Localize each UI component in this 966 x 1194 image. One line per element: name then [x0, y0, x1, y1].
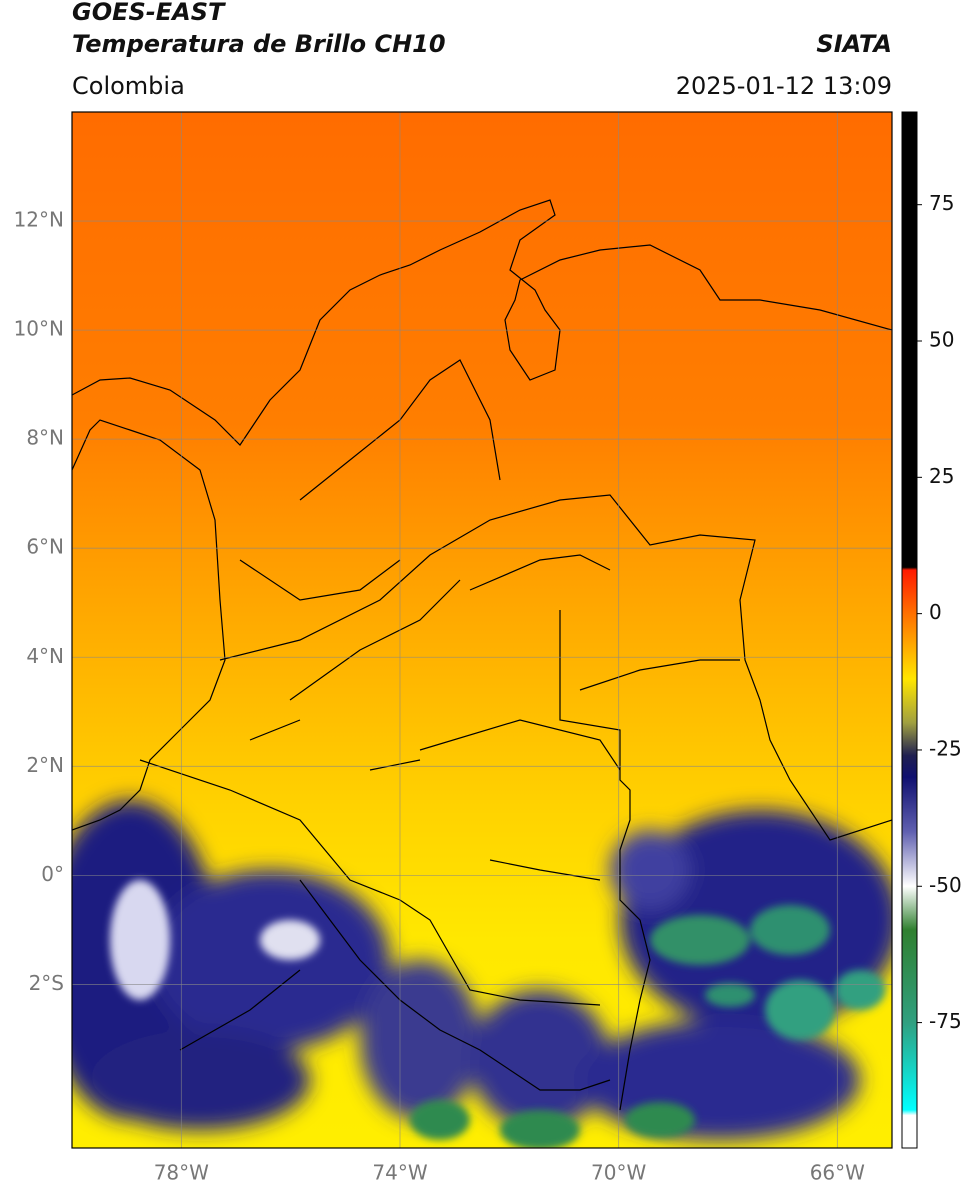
lat-label: 4°N	[26, 644, 64, 668]
lat-label: 8°N	[26, 426, 64, 450]
lat-label: 2°S	[29, 971, 64, 995]
lat-label: 10°N	[14, 317, 64, 341]
source: SIATA	[816, 30, 892, 58]
map-frame	[71, 111, 893, 1149]
region: Colombia	[72, 72, 185, 100]
colorbar-label: 50	[929, 328, 954, 352]
lon-label: 78°W	[154, 1161, 209, 1185]
colorbar-label: -50	[929, 873, 962, 897]
lon-label: 66°W	[810, 1161, 865, 1185]
lon-label: 74°W	[372, 1161, 427, 1185]
product: Temperatura de Brillo CH10	[72, 30, 446, 58]
lat-label: 12°N	[14, 208, 64, 232]
satellite: GOES-EAST	[72, 0, 226, 26]
lat-label: 6°N	[26, 535, 64, 559]
colorbar-label: 25	[929, 464, 954, 488]
colorbar-label: 75	[929, 191, 954, 215]
satellite-image	[72, 112, 892, 1148]
lon-label: 70°W	[591, 1161, 646, 1185]
colorbar-label: -25	[929, 736, 962, 760]
datetime: 2025-01-12 13:09	[676, 72, 892, 100]
colorbar-label: -75	[929, 1009, 962, 1033]
lat-label: 0°	[41, 862, 64, 886]
colorbar-label: 0	[929, 600, 942, 624]
lat-label: 2°N	[26, 753, 64, 777]
colorbar	[901, 111, 918, 1149]
